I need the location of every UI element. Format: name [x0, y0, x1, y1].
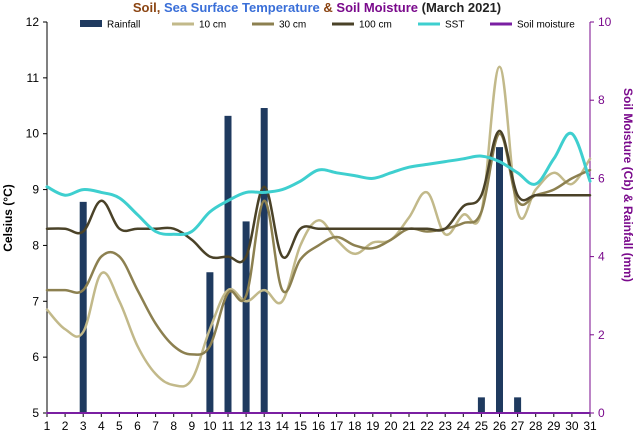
x-tick-label: 3 — [80, 419, 87, 432]
x-tick-label: 21 — [402, 419, 416, 432]
rainfall-bar — [260, 108, 268, 414]
legend: Rainfall 10 cm 30 cm 100 cm SST Soil moisture — [80, 20, 575, 31]
legend-label: Rainfall — [107, 20, 140, 31]
x-tick-label: 29 — [547, 419, 561, 432]
y-right-tick-label: 0 — [598, 406, 605, 420]
x-tick-label: 20 — [384, 419, 398, 432]
x-tick-label: 26 — [493, 419, 507, 432]
y-left-tick-label: 11 — [27, 71, 40, 85]
legend-item: SST — [418, 20, 464, 31]
x-tick-label: 6 — [134, 419, 141, 432]
legend-item: 100 cm — [332, 20, 392, 31]
y-left-tick-label: 10 — [26, 127, 40, 141]
x-tick-label: 7 — [152, 419, 159, 432]
x-tick-label: 14 — [276, 419, 290, 432]
y-axis-right-title: Soil Moisture (Cb) & Rainfall (mm) — [621, 88, 635, 282]
x-tick-label: 31 — [583, 419, 597, 432]
x-tick-label: 11 — [222, 419, 235, 432]
legend-label: 30 cm — [279, 20, 306, 31]
title-part: (March 2021) — [418, 0, 501, 15]
chart-title: Soil, Sea Surface Temperature & Soil Moi… — [133, 0, 501, 15]
legend-label: SST — [445, 20, 464, 31]
x-tick-label: 8 — [170, 419, 177, 432]
rainfall-bar — [79, 201, 87, 413]
x-tick-label: 28 — [529, 419, 543, 432]
rainfall-bar — [514, 397, 522, 413]
y-left-tick-label: 9 — [32, 183, 39, 197]
x-tick-label: 15 — [294, 419, 308, 432]
x-tick-label: 30 — [565, 419, 579, 432]
legend-label: Soil moisture — [517, 20, 575, 31]
x-tick-label: 5 — [116, 419, 123, 432]
title-part: Soil — [133, 0, 157, 15]
x-tick-label: 19 — [366, 419, 380, 432]
x-tick-label: 24 — [457, 419, 471, 432]
x-tick-label: 25 — [475, 419, 489, 432]
x-tick-label: 17 — [330, 419, 344, 432]
rainfall-bar — [496, 147, 503, 413]
y-left-tick-label: 8 — [32, 238, 39, 252]
y-right-tick-label: 10 — [598, 15, 612, 29]
title-part: , — [157, 0, 164, 15]
x-tick-label: 12 — [239, 419, 253, 432]
series-line-30-cm — [45, 132, 592, 356]
rainfall-bar — [206, 272, 214, 413]
rainfall-bar — [242, 221, 250, 413]
legend-label: 100 cm — [359, 20, 392, 31]
x-tick-label: 18 — [348, 419, 362, 432]
x-tick-label: 23 — [439, 419, 453, 432]
series-line-sst — [45, 131, 592, 236]
y-left-tick-label: 6 — [32, 350, 39, 364]
x-tick-label: 9 — [188, 419, 195, 432]
x-tick-label: 1 — [44, 419, 51, 432]
y-left-tick-label: 5 — [32, 406, 39, 420]
legend-item: 30 cm — [252, 20, 306, 31]
x-tick-label: 2 — [62, 419, 69, 432]
y-right-tick-label: 6 — [598, 171, 605, 185]
x-tick-label: 22 — [420, 419, 434, 432]
y-left-tick-label: 12 — [26, 15, 40, 29]
x-tick-label: 27 — [511, 419, 525, 432]
x-tick-label: 13 — [258, 419, 272, 432]
title-part: Sea Surface Temperature — [164, 0, 320, 15]
legend-swatch — [80, 20, 102, 27]
legend-item: Rainfall — [80, 20, 140, 31]
legend-item: 10 cm — [172, 20, 226, 31]
y-left-tick-label: 7 — [32, 294, 39, 308]
x-tick-label: 16 — [312, 419, 326, 432]
title-part: & — [320, 0, 337, 15]
legend-item: Soil moisture — [490, 20, 575, 31]
series-line-100-cm — [45, 129, 592, 264]
y-right-tick-label: 2 — [598, 328, 605, 342]
legend-label: 10 cm — [199, 20, 226, 31]
x-tick-label: 10 — [203, 419, 217, 432]
x-tick-label: 4 — [98, 419, 105, 432]
series-line-10-cm — [45, 65, 592, 388]
y-axis-left-title: Celsius (°C) — [1, 184, 15, 251]
title-part: Soil Moisture — [336, 0, 418, 15]
y-right-tick-label: 4 — [598, 250, 605, 264]
y-right-tick-label: 8 — [598, 93, 605, 107]
rainfall-bar — [224, 115, 232, 413]
rainfall-bar — [477, 397, 485, 413]
